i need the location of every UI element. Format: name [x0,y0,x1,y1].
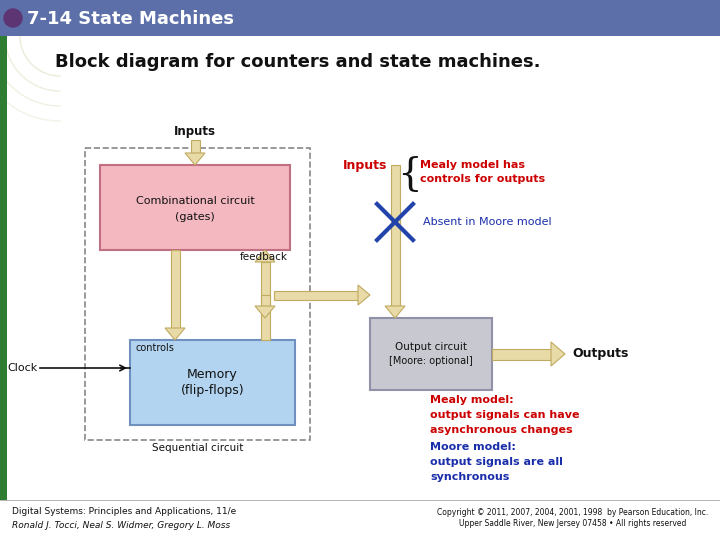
Polygon shape [185,153,205,165]
Polygon shape [274,291,358,300]
FancyBboxPatch shape [0,0,720,36]
Polygon shape [261,262,269,340]
Polygon shape [261,295,269,306]
FancyBboxPatch shape [370,318,492,390]
Text: Output circuit: Output circuit [395,342,467,352]
Text: Inputs: Inputs [343,159,387,172]
Text: Mealy model has: Mealy model has [420,160,525,170]
Polygon shape [255,250,275,262]
Polygon shape [492,348,551,360]
Text: synchronous: synchronous [430,472,509,482]
Polygon shape [171,250,179,328]
Text: Inputs: Inputs [174,125,216,138]
Text: Digital Systems: Principles and Applications, 11/e: Digital Systems: Principles and Applicat… [12,507,236,516]
Polygon shape [358,285,370,305]
FancyBboxPatch shape [0,500,720,540]
Text: asynchronous changes: asynchronous changes [430,425,572,435]
Text: controls for outputs: controls for outputs [420,174,545,184]
FancyBboxPatch shape [130,340,295,425]
Text: {: { [397,157,422,193]
Text: 7-14 State Machines: 7-14 State Machines [27,10,234,28]
Text: output signals are all: output signals are all [430,457,563,467]
Text: Absent in Moore model: Absent in Moore model [423,217,552,227]
Polygon shape [255,306,275,318]
Text: Moore model:: Moore model: [430,442,516,452]
Text: (gates): (gates) [175,212,215,221]
Text: Copyright © 2011, 2007, 2004, 2001, 1998  by Pearson Education, Inc.
Upper Saddl: Copyright © 2011, 2007, 2004, 2001, 1998… [437,508,708,528]
Polygon shape [390,165,400,306]
FancyBboxPatch shape [0,36,7,540]
Text: feedback: feedback [240,252,288,262]
FancyBboxPatch shape [7,36,720,500]
Text: (flip-flops): (flip-flops) [181,384,244,397]
Text: Clock: Clock [8,363,38,373]
Text: Outputs: Outputs [572,348,629,361]
Text: controls: controls [135,343,174,353]
Polygon shape [385,306,405,318]
Polygon shape [551,342,565,366]
Text: Block diagram for counters and state machines.: Block diagram for counters and state mac… [55,53,541,71]
Text: [Moore: optional]: [Moore: optional] [389,356,473,366]
Text: Combinational circuit: Combinational circuit [135,197,254,206]
Text: Mealy model:: Mealy model: [430,395,513,405]
Text: Sequential circuit: Sequential circuit [152,443,243,453]
Polygon shape [165,328,185,340]
Text: Memory: Memory [187,368,238,381]
FancyBboxPatch shape [100,165,290,250]
Text: output signals can have: output signals can have [430,410,580,420]
Polygon shape [191,140,199,153]
Circle shape [4,9,22,27]
Text: Ronald J. Tocci, Neal S. Widmer, Gregory L. Moss: Ronald J. Tocci, Neal S. Widmer, Gregory… [12,521,230,530]
